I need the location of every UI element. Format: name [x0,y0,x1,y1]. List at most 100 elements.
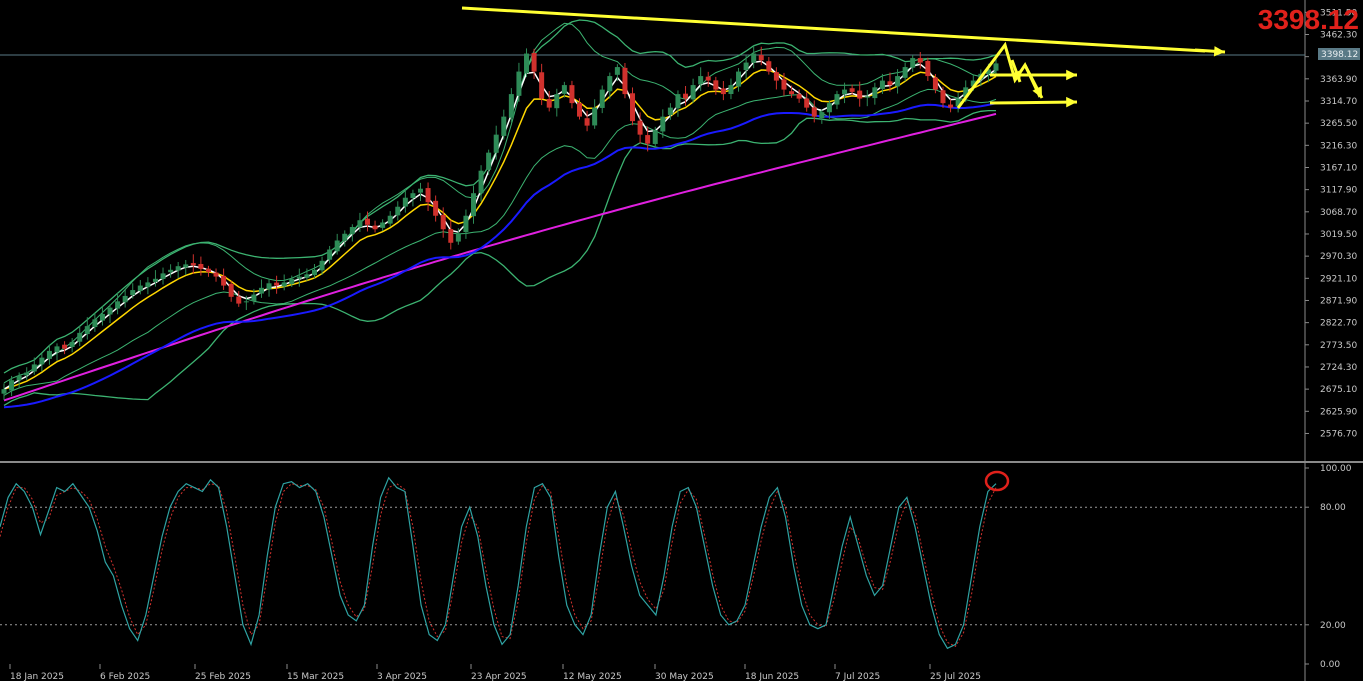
candle-body [486,152,492,170]
candle-body [198,263,204,269]
candle-body [1,389,7,394]
candle-body [834,94,840,105]
time-tick-label: 23 Apr 2025 [471,672,527,681]
candle-body [69,341,75,347]
candle-body [77,332,83,342]
candle-body [213,272,219,277]
price-tick-label: 3167.10 [1320,163,1357,173]
candle-body [652,130,658,144]
candle-body [357,220,363,228]
candle-body [690,85,696,100]
candle-body [9,380,15,391]
price-axis: 3511.503462.303413.103363.903314.703265.… [1305,8,1357,439]
candle-body [183,264,189,268]
candle-body [630,93,636,122]
projection-arrow-2-head [1011,70,1022,82]
candle-body [251,294,257,302]
candle-body [577,103,583,117]
candle-body [614,67,620,75]
price-tick-label: 3314.70 [1320,97,1357,107]
candle-body [698,76,704,85]
candle-body [819,112,825,119]
price-tick-label: 3019.50 [1320,230,1357,240]
candle-body [221,275,227,286]
candle-body [796,94,802,99]
time-tick-label: 7 Jul 2025 [835,672,880,681]
candle-body [508,94,514,118]
candle-body [455,233,461,242]
time-tick-label: 18 Jun 2025 [745,672,799,681]
candle-body [281,282,287,287]
price-axis-marker-label: 3398.12 [1321,50,1358,60]
candle-body [236,296,242,304]
stoch-tick-label: 80.00 [1320,503,1346,513]
candle-body [917,58,923,63]
candle-body [879,80,885,89]
candle-body [205,268,211,273]
overbought-circle [984,470,1010,492]
candle-body [440,215,446,230]
trend-annotations [461,6,1226,109]
candle-body [970,80,976,87]
candle-body [864,96,870,98]
candle-body [145,282,151,288]
range-bottom-arrow-shaft [989,100,1078,105]
price-tick-label: 2970.30 [1320,252,1357,262]
price-axis-marker: 3398.12 [1318,48,1360,60]
price-tick-label: 3216.30 [1320,141,1357,151]
time-tick-label: 3 Apr 2025 [377,672,427,681]
inner-band-upper [3,22,997,384]
candle-body [243,301,249,303]
candle-body [554,94,560,109]
candle-body [24,372,30,376]
candle-body [342,233,348,241]
candle-body [39,357,45,365]
candle-body [902,67,908,78]
candle-body [660,116,666,132]
candle-body [948,104,954,108]
candle-body [531,52,537,72]
candle-body [501,116,507,136]
candle-body [137,285,143,292]
time-tick-label: 15 Mar 2025 [287,672,344,681]
price-tick-label: 3511.50 [1320,8,1357,18]
candle-body [31,364,37,372]
resistance-arrow-head [1213,46,1225,57]
candle-body [46,350,52,359]
price-tick-label: 3265.50 [1320,119,1357,129]
candle-body [955,98,961,107]
candle-body [826,103,832,113]
candle-body [304,274,310,278]
candle-body [804,98,810,108]
resistance-trendline [461,6,1206,53]
candle-body [569,85,575,104]
candle-body [266,283,272,290]
candle-body [311,269,317,276]
candle-body [667,107,673,115]
candle-body [372,225,378,230]
candle-body [842,89,848,95]
candle-body [910,58,916,68]
candle-body [478,170,484,194]
candle-body [168,269,174,273]
time-axis: 18 Jan 2025 6 Feb 2025 25 Feb 2025 15 Mar 2… [9,664,981,681]
candle-body [62,344,68,349]
candle-body [705,76,711,81]
candle-body [107,307,113,315]
candle-body [895,76,901,87]
candle-body [728,85,734,95]
candle-body [645,135,651,144]
candle-body [402,197,408,207]
candle-body [274,282,280,286]
candle-body [296,276,302,279]
candle-body [932,77,938,90]
bollinger-lower [3,109,996,406]
candle-body [160,273,166,280]
candle-body [940,90,946,104]
projection-arrow-head [1032,86,1042,98]
candle-body [561,85,567,94]
candle-body [448,229,454,243]
candle-body [849,88,855,92]
